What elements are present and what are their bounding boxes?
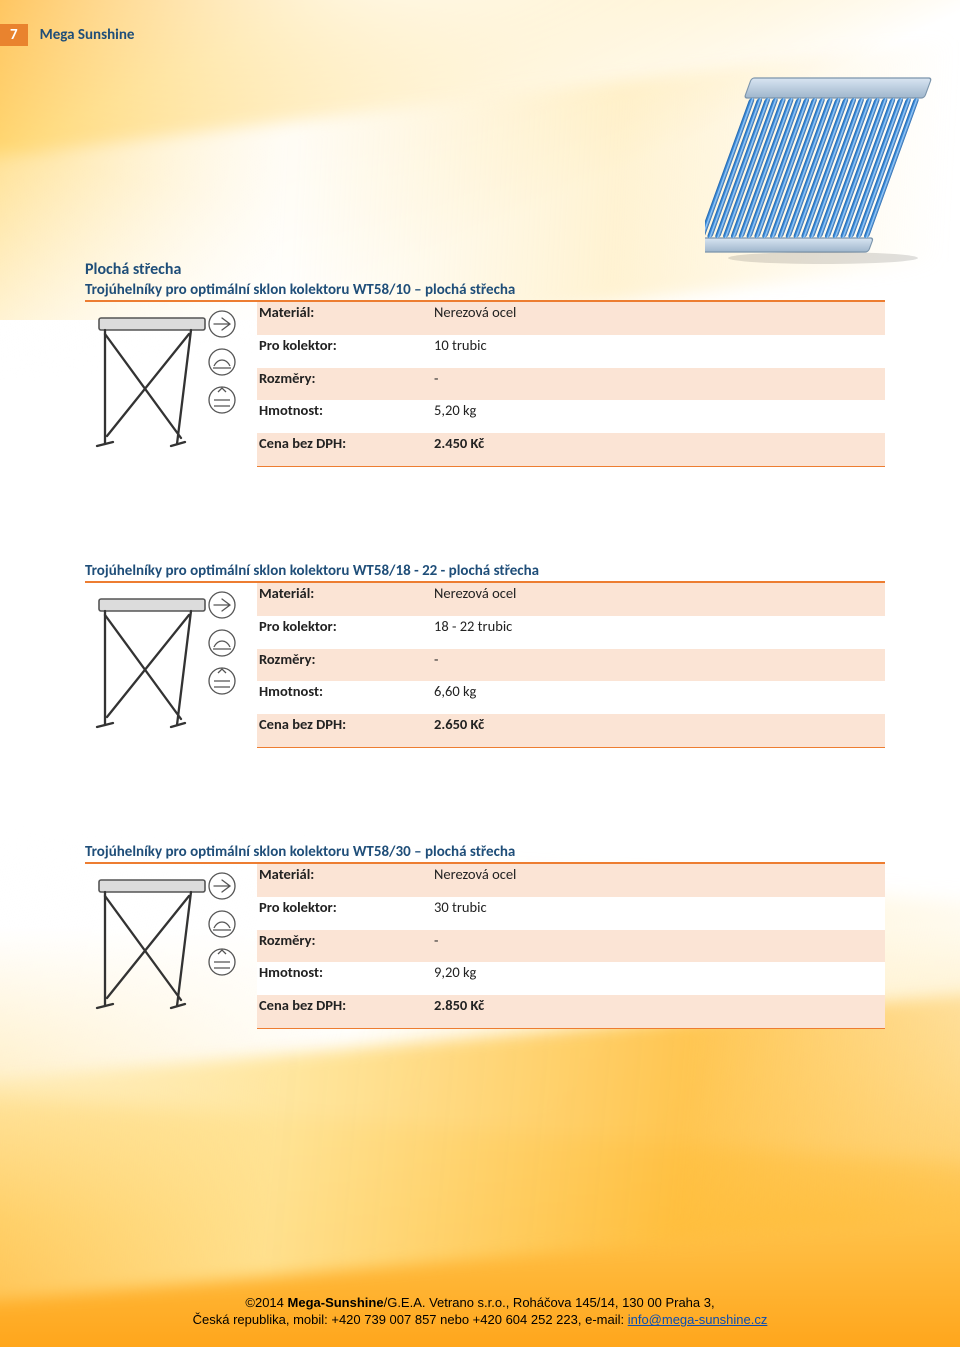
page-footer: ©2014 Mega-Sunshine/G.E.A. Vetrano s.r.o… <box>0 1294 960 1329</box>
spec-value-price: 2.650 Kč <box>432 714 885 747</box>
spec-table: Materiál:Nerezová ocel Pro kolektor:30 t… <box>257 864 885 1028</box>
footer-email-link[interactable]: info@mega-sunshine.cz <box>628 1312 768 1327</box>
spec-value-price: 2.850 Kč <box>432 995 885 1028</box>
spec-label-dims: Rozměry: <box>257 930 432 963</box>
spec-label-weight: Hmotnost: <box>257 681 432 714</box>
product-title: Trojúhelníky pro optimální sklon kolekto… <box>85 843 885 861</box>
spec-label-collector: Pro kolektor: <box>257 616 432 649</box>
spec-label-material: Materiál: <box>257 583 432 616</box>
spec-value-material: Nerezová ocel <box>432 583 885 616</box>
spec-label-collector: Pro kolektor: <box>257 335 432 368</box>
product-thumbnail <box>85 583 257 747</box>
product-title: Trojúhelníky pro optimální sklon kolekto… <box>85 562 885 580</box>
spec-label-material: Materiál: <box>257 864 432 897</box>
spec-value-weight: 6,60 kg <box>432 681 885 714</box>
spec-value-collector: 30 trubic <box>432 897 885 930</box>
spec-label-weight: Hmotnost: <box>257 400 432 433</box>
product-block: Trojúhelníky pro optimální sklon kolekto… <box>85 843 885 1029</box>
spec-value-dims: - <box>432 649 885 682</box>
spec-label-price: Cena bez DPH: <box>257 995 432 1028</box>
spec-label-dims: Rozměry: <box>257 368 432 401</box>
footer-brand: Mega-Sunshine <box>288 1295 384 1310</box>
spec-label-collector: Pro kolektor: <box>257 897 432 930</box>
spec-label-price: Cena bez DPH: <box>257 714 432 747</box>
spec-label-price: Cena bez DPH: <box>257 433 432 466</box>
solar-collector-image <box>705 70 940 265</box>
spec-table: Materiál:Nerezová ocel Pro kolektor:18 -… <box>257 583 885 747</box>
content-area: Plochá střecha Trojúhelníky pro optimáln… <box>85 260 885 1124</box>
page-header-tab: 7 Mega Sunshine <box>0 24 134 46</box>
spec-value-price: 2.450 Kč <box>432 433 885 466</box>
divider-bottom <box>257 747 885 748</box>
footer-copyright-post: /G.E.A. Vetrano s.r.o., Roháčova 145/14,… <box>384 1295 715 1310</box>
footer-copyright-pre: ©2014 <box>245 1295 287 1310</box>
footer-contact: Česká republika, mobil: +420 739 007 857… <box>193 1312 628 1327</box>
product-thumbnail <box>85 302 257 466</box>
spec-value-material: Nerezová ocel <box>432 302 885 335</box>
spec-value-dims: - <box>432 368 885 401</box>
spec-value-material: Nerezová ocel <box>432 864 885 897</box>
spec-value-collector: 18 - 22 trubic <box>432 616 885 649</box>
divider-bottom <box>257 1028 885 1029</box>
product-block: Trojúhelníky pro optimální sklon kolekto… <box>85 562 885 748</box>
spec-value-weight: 5,20 kg <box>432 400 885 433</box>
spec-value-collector: 10 trubic <box>432 335 885 368</box>
section-heading: Plochá střecha <box>85 260 885 279</box>
spec-value-weight: 9,20 kg <box>432 962 885 995</box>
product-title: Trojúhelníky pro optimální sklon kolekto… <box>85 281 885 299</box>
product-block: Trojúhelníky pro optimální sklon kolekto… <box>85 281 885 467</box>
spec-label-weight: Hmotnost: <box>257 962 432 995</box>
product-thumbnail <box>85 864 257 1028</box>
spec-label-dims: Rozměry: <box>257 649 432 682</box>
spec-label-material: Materiál: <box>257 302 432 335</box>
spec-value-dims: - <box>432 930 885 963</box>
spec-table: Materiál:Nerezová ocel Pro kolektor:10 t… <box>257 302 885 466</box>
page-title: Mega Sunshine <box>40 26 135 44</box>
page-number: 7 <box>0 24 28 46</box>
divider-bottom <box>257 466 885 467</box>
